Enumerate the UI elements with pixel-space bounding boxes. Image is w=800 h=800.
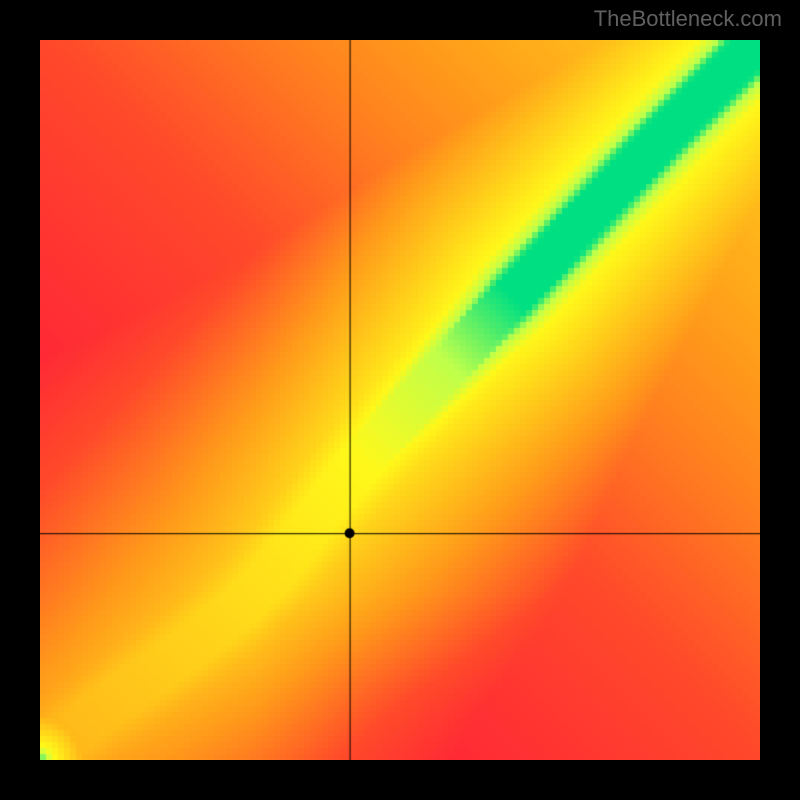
heatmap-canvas — [40, 40, 760, 760]
chart-container: TheBottleneck.com — [0, 0, 800, 800]
watermark-text: TheBottleneck.com — [594, 6, 782, 32]
heatmap-plot — [40, 40, 760, 760]
